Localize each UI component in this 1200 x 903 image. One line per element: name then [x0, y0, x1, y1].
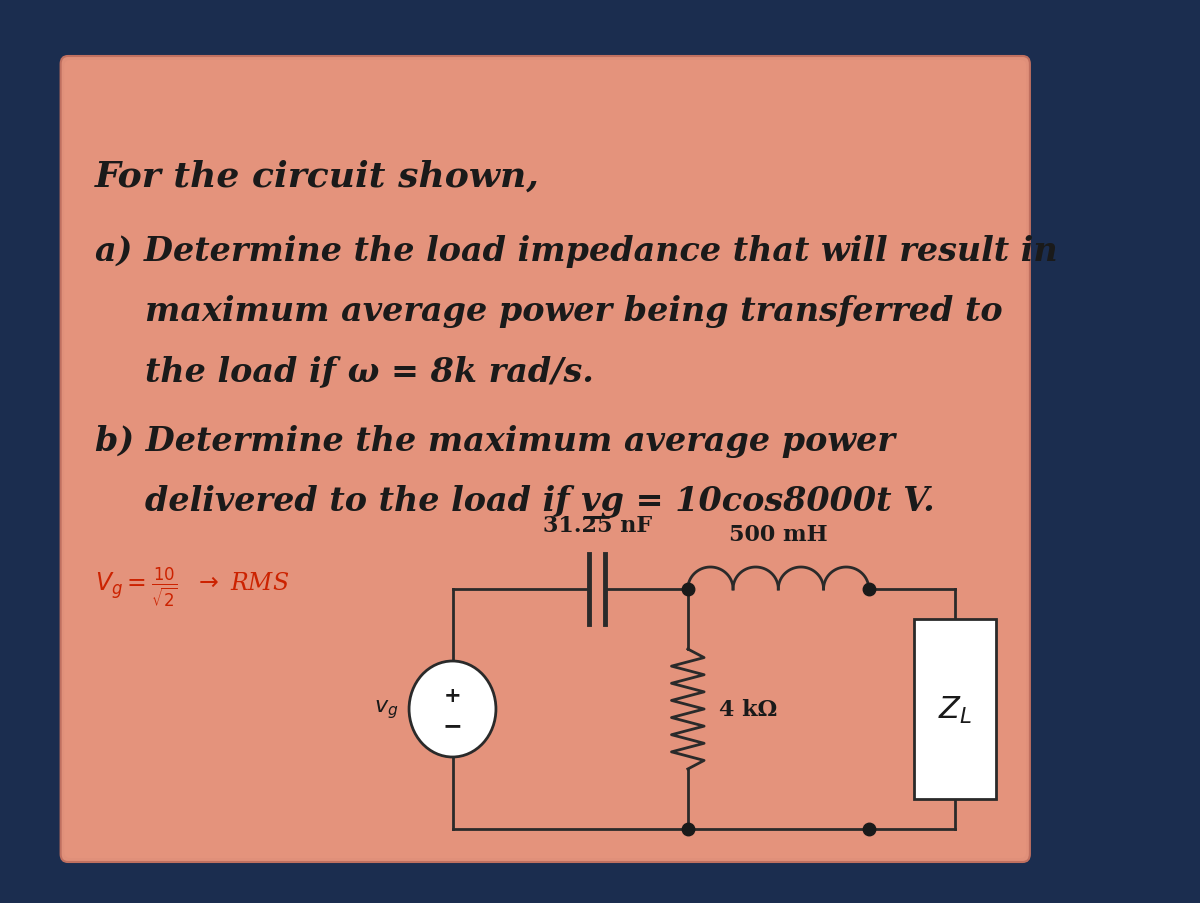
Circle shape [409, 661, 496, 757]
FancyBboxPatch shape [65, 61, 1026, 858]
Text: 500 mH: 500 mH [728, 524, 828, 545]
Text: $v_g$: $v_g$ [373, 698, 398, 721]
Text: $Z_L$: $Z_L$ [937, 694, 972, 725]
Text: maximum average power being transferred to: maximum average power being transferred … [145, 294, 1002, 328]
Text: $V_g = \frac{10}{\sqrt{2}}$  $\rightarrow$ RMS: $V_g = \frac{10}{\sqrt{2}}$ $\rightarrow… [95, 564, 289, 608]
Text: b) Determine the maximum average power: b) Determine the maximum average power [95, 424, 895, 458]
Text: a) Determine the load impedance that will result in: a) Determine the load impedance that wil… [95, 235, 1057, 267]
Text: the load if ω = 8k rad/s.: the load if ω = 8k rad/s. [145, 355, 594, 387]
FancyBboxPatch shape [61, 57, 1030, 862]
FancyBboxPatch shape [914, 619, 996, 799]
Text: 4 kΩ: 4 kΩ [720, 698, 778, 721]
Text: 31.25 nF: 31.25 nF [542, 515, 652, 536]
Text: For the circuit shown,: For the circuit shown, [95, 160, 540, 194]
Text: +: + [444, 685, 461, 705]
Text: delivered to the load if v̲g = 10cos8000t V.: delivered to the load if v̲g = 10cos8000… [145, 485, 935, 518]
Text: −: − [443, 713, 462, 737]
